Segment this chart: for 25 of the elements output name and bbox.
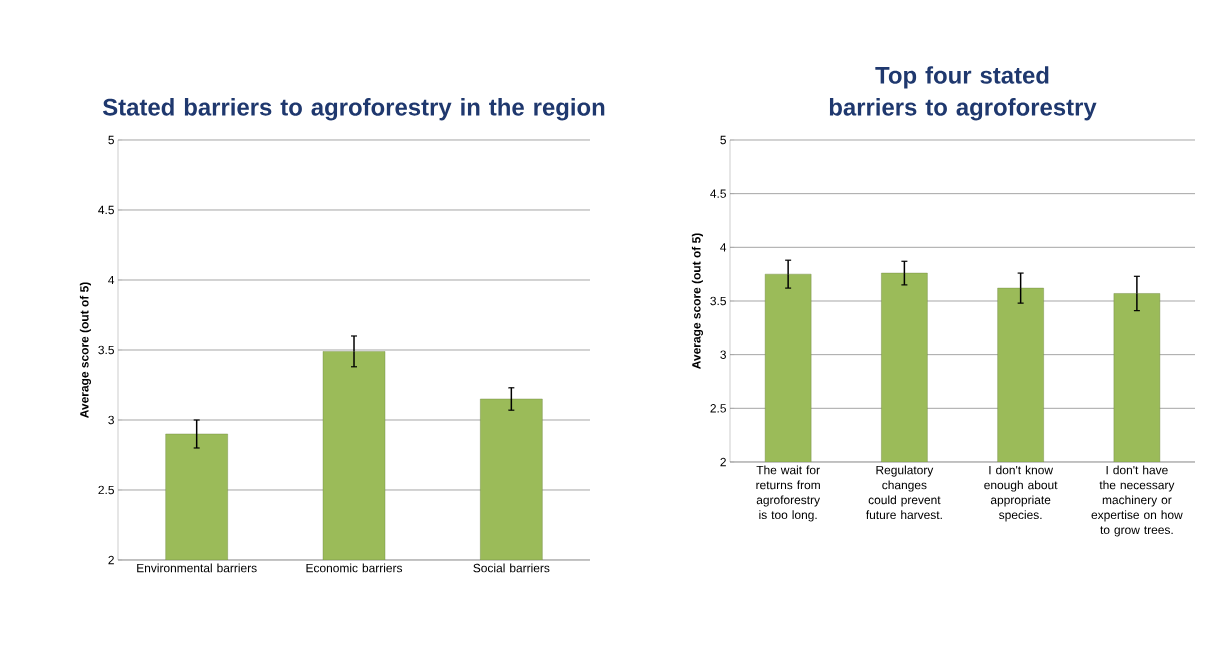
x-tick-label: I don't know enough about appropriate species.: [984, 465, 1058, 522]
y-tick-label: 3: [108, 415, 114, 425]
y-tick-label: 4: [108, 275, 115, 285]
y-tick-label: 5: [720, 135, 726, 145]
x-tick-label: Economic barriers: [306, 563, 403, 573]
y-tick-label: 2.5: [98, 485, 114, 495]
x-tick-label: Regulatory changes could prevent future harvest.: [866, 465, 942, 520]
y-tick-label: 2.5: [710, 404, 726, 413]
y-tick-label: 3.5: [98, 345, 114, 355]
chart-title: Stated barriers to agroforestry in the region: [102, 98, 605, 121]
y-tick-label: 5: [108, 135, 114, 145]
y-tick-label: 4.5: [98, 205, 114, 215]
chart-title: Top four stated barriers to agroforestry: [829, 66, 1097, 121]
y-tick-label: 3: [720, 350, 726, 359]
y-tick-label: 2: [108, 555, 114, 565]
y-tick-label: 2: [720, 457, 726, 467]
y-tick-label: 4: [720, 243, 727, 252]
x-tick-label: I don't have the necessary machinery or expertise on how to grow trees.: [1091, 465, 1183, 537]
y-axis-title: Average score (out of 5): [691, 233, 704, 369]
y-axis-title: Average score (out of 5): [79, 282, 92, 418]
y-tick-label: 3.5: [710, 296, 726, 306]
x-tick-label: The wait for returns from agroforestry is too long.: [756, 465, 820, 522]
x-tick-label: Environmental barriers: [137, 563, 257, 573]
x-tick-label: Social barriers: [473, 563, 550, 573]
y-tick-label: 4.5: [710, 189, 726, 198]
